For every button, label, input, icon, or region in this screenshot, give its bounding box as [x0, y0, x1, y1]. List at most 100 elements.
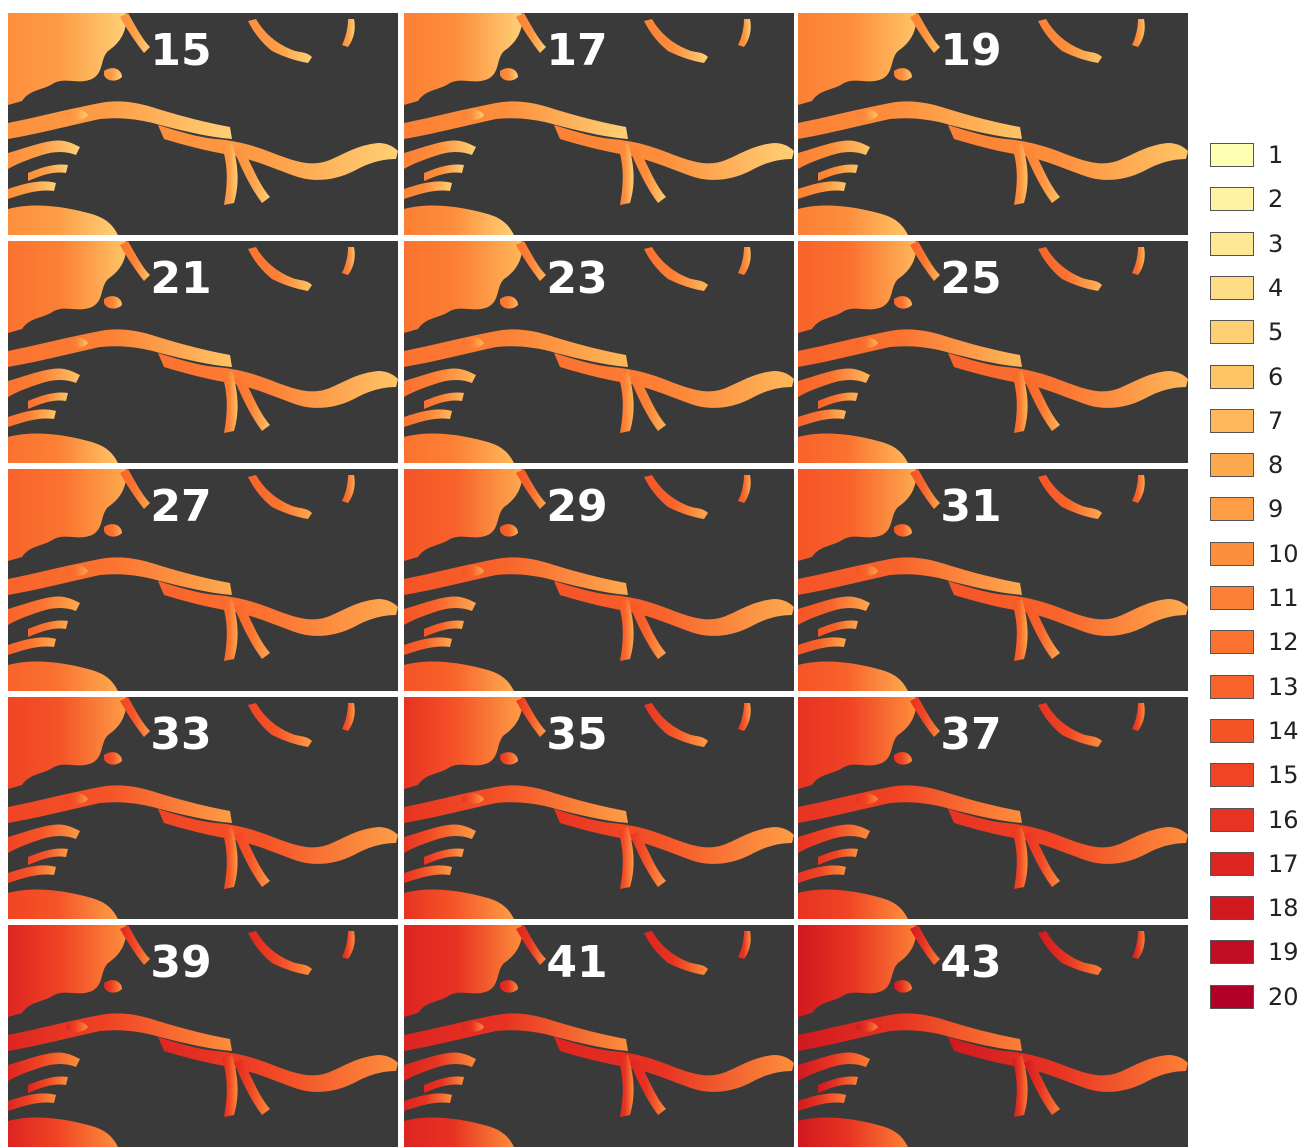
map-panel: 33	[8, 697, 398, 919]
water-region	[798, 433, 908, 463]
water-region	[1012, 599, 1028, 661]
water-region	[462, 565, 484, 576]
water-region	[424, 164, 464, 181]
water-region	[948, 125, 1188, 180]
water-region	[104, 524, 122, 537]
water-region	[818, 1076, 858, 1093]
map-panel: 27	[8, 469, 398, 691]
water-region	[798, 697, 917, 789]
legend-label: 6	[1268, 362, 1284, 391]
water-region	[8, 637, 56, 655]
water-region	[234, 831, 270, 887]
water-region	[120, 925, 150, 965]
water-region	[630, 831, 666, 887]
water-region	[404, 368, 476, 397]
water-region	[1132, 19, 1145, 47]
water-region	[404, 785, 628, 823]
panel-label: 25	[940, 253, 1002, 304]
legend-item: 2	[1210, 184, 1306, 214]
water-region	[856, 1021, 878, 1032]
water-region	[8, 368, 80, 397]
water-region	[1012, 143, 1028, 205]
legend-swatch	[1210, 320, 1254, 345]
water-region	[404, 865, 452, 883]
water-region	[630, 375, 666, 431]
water-region	[910, 13, 940, 53]
estuary-map	[8, 697, 398, 919]
legend-label: 16	[1268, 805, 1299, 834]
water-region	[8, 241, 127, 333]
water-region	[8, 865, 56, 883]
legend-label: 4	[1268, 273, 1284, 302]
legend-label: 3	[1268, 229, 1284, 258]
water-region	[630, 147, 666, 203]
water-region	[1012, 371, 1028, 433]
estuary-map	[404, 469, 794, 691]
water-region	[404, 697, 523, 789]
water-region	[404, 1093, 452, 1111]
water-region	[104, 68, 122, 81]
estuary-map	[798, 469, 1188, 691]
legend-swatch	[1210, 674, 1254, 699]
water-region	[404, 409, 452, 427]
water-region	[554, 581, 794, 636]
legend-swatch	[1210, 275, 1254, 300]
water-region	[644, 931, 708, 975]
water-region	[798, 13, 917, 105]
legend-item: 16	[1210, 805, 1306, 835]
water-region	[516, 697, 546, 737]
water-region	[516, 925, 546, 965]
water-region	[1038, 475, 1102, 519]
water-region	[856, 337, 878, 348]
water-region	[8, 1013, 232, 1051]
water-region	[948, 353, 1188, 408]
water-region	[516, 13, 546, 53]
water-region	[404, 1117, 514, 1147]
legend-swatch	[1210, 984, 1254, 1009]
panel-label: 17	[546, 25, 608, 76]
water-region	[948, 581, 1188, 636]
water-region	[424, 620, 464, 637]
water-region	[8, 433, 118, 463]
water-region	[234, 1059, 270, 1115]
legend-swatch	[1210, 497, 1254, 522]
water-region	[28, 392, 68, 409]
water-region	[738, 19, 751, 47]
water-region	[894, 68, 912, 81]
water-region	[738, 247, 751, 275]
water-region	[28, 848, 68, 865]
water-region	[222, 1055, 238, 1117]
water-region	[738, 931, 751, 959]
water-region	[462, 793, 484, 804]
water-region	[404, 596, 476, 625]
water-region	[1024, 831, 1060, 887]
water-region	[798, 865, 846, 883]
map-panel: 39	[8, 925, 398, 1147]
map-panel: 37	[798, 697, 1188, 919]
water-region	[158, 809, 398, 864]
water-region	[856, 565, 878, 576]
legend-swatch	[1210, 896, 1254, 921]
legend-label: 12	[1268, 628, 1299, 657]
water-region	[404, 205, 514, 235]
water-region	[818, 392, 858, 409]
legend-swatch	[1210, 763, 1254, 788]
water-region	[158, 125, 398, 180]
water-region	[644, 19, 708, 63]
estuary-map	[404, 241, 794, 463]
water-region	[404, 433, 514, 463]
legend-item: 1	[1210, 140, 1306, 170]
panel-label: 23	[546, 253, 608, 304]
water-region	[8, 205, 118, 235]
water-region	[8, 1117, 118, 1147]
legend-swatch	[1210, 586, 1254, 610]
estuary-map	[404, 697, 794, 919]
water-region	[856, 109, 878, 120]
water-region	[554, 353, 794, 408]
water-region	[404, 1013, 628, 1051]
water-region	[8, 557, 232, 595]
legend-item: 7	[1210, 406, 1306, 436]
map-panel: 29	[404, 469, 794, 691]
water-region	[798, 140, 870, 169]
